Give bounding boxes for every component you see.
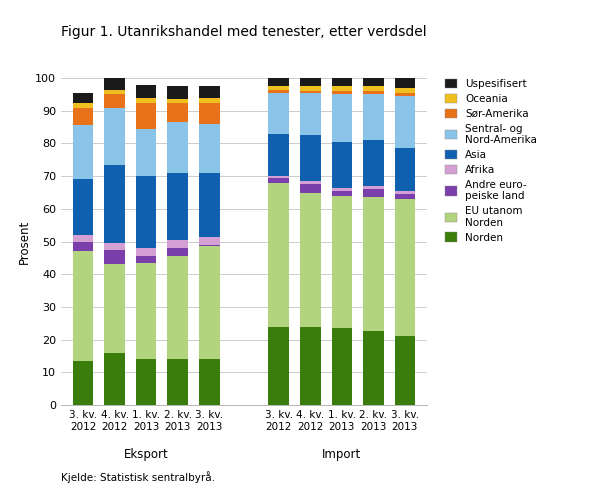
Bar (332, 328, 352, 405)
Y-axis label: Prosent: Prosent (18, 220, 31, 264)
Bar (268, 326, 289, 405)
Bar (300, 91, 320, 93)
Bar (199, 98, 220, 102)
Bar (104, 107, 125, 165)
Bar (268, 86, 289, 89)
Bar (104, 78, 125, 89)
Bar (104, 264, 125, 353)
Bar (168, 248, 188, 256)
Bar (395, 88, 415, 93)
Bar (136, 256, 156, 263)
Bar (363, 91, 384, 95)
Bar (104, 89, 125, 95)
Bar (136, 98, 156, 102)
Bar (73, 93, 93, 102)
Legend: Uspesifisert, Oceania, Sør-Amerika, Sentral- og
Nord-Amerika, Asia, Afrika, Andr: Uspesifisert, Oceania, Sør-Amerika, Sent… (443, 77, 539, 244)
Bar (73, 242, 93, 251)
Bar (363, 95, 384, 140)
Bar (268, 178, 289, 183)
Bar (395, 191, 415, 194)
Bar (300, 181, 320, 184)
Bar (363, 140, 384, 186)
Bar (332, 78, 352, 86)
Bar (332, 95, 352, 142)
Bar (168, 100, 188, 102)
Bar (136, 263, 156, 359)
Bar (332, 196, 352, 328)
Bar (268, 78, 289, 86)
Bar (199, 245, 220, 246)
Bar (332, 86, 352, 91)
Bar (73, 107, 93, 125)
Bar (136, 84, 156, 98)
Text: Import: Import (322, 447, 362, 461)
Bar (73, 102, 93, 107)
Bar (168, 256, 188, 359)
Bar (268, 93, 289, 134)
Bar (363, 331, 384, 405)
Bar (268, 183, 289, 326)
Bar (73, 235, 93, 242)
Bar (300, 326, 320, 405)
Bar (104, 95, 125, 107)
Bar (332, 91, 352, 95)
Bar (73, 361, 93, 405)
Bar (332, 187, 352, 191)
Bar (300, 93, 320, 135)
Bar (168, 359, 188, 405)
Bar (268, 176, 289, 178)
Bar (395, 194, 415, 199)
Bar (395, 96, 415, 148)
Bar (300, 135, 320, 181)
Bar (136, 102, 156, 129)
Bar (136, 359, 156, 405)
Bar (395, 148, 415, 191)
Bar (300, 78, 320, 86)
Bar (136, 129, 156, 176)
Bar (363, 86, 384, 91)
Bar (300, 86, 320, 91)
Bar (395, 336, 415, 405)
Bar (73, 251, 93, 361)
Bar (136, 176, 156, 248)
Bar (104, 165, 125, 243)
Bar (199, 86, 220, 98)
Text: Kjelde: Statistisk sentralbyrå.: Kjelde: Statistisk sentralbyrå. (61, 471, 215, 483)
Bar (168, 86, 188, 100)
Bar (363, 198, 384, 331)
Bar (395, 93, 415, 96)
Bar (363, 189, 384, 198)
Bar (268, 89, 289, 93)
Bar (395, 199, 415, 336)
Bar (363, 78, 384, 86)
Bar (73, 125, 93, 180)
Bar (300, 184, 320, 192)
Bar (168, 173, 188, 240)
Bar (395, 78, 415, 88)
Bar (332, 142, 352, 187)
Bar (168, 240, 188, 248)
Bar (199, 246, 220, 359)
Bar (168, 122, 188, 173)
Bar (363, 186, 384, 189)
Text: Figur 1. Utanrikshandel med tenester, etter verdsdel: Figur 1. Utanrikshandel med tenester, et… (61, 25, 426, 39)
Bar (199, 359, 220, 405)
Bar (73, 180, 93, 235)
Bar (199, 124, 220, 173)
Bar (199, 102, 220, 124)
Text: Eksport: Eksport (124, 447, 168, 461)
Bar (104, 243, 125, 250)
Bar (332, 191, 352, 196)
Bar (168, 102, 188, 122)
Bar (300, 192, 320, 326)
Bar (199, 173, 220, 237)
Bar (199, 237, 220, 245)
Bar (104, 353, 125, 405)
Bar (136, 248, 156, 256)
Bar (104, 250, 125, 264)
Bar (268, 134, 289, 176)
